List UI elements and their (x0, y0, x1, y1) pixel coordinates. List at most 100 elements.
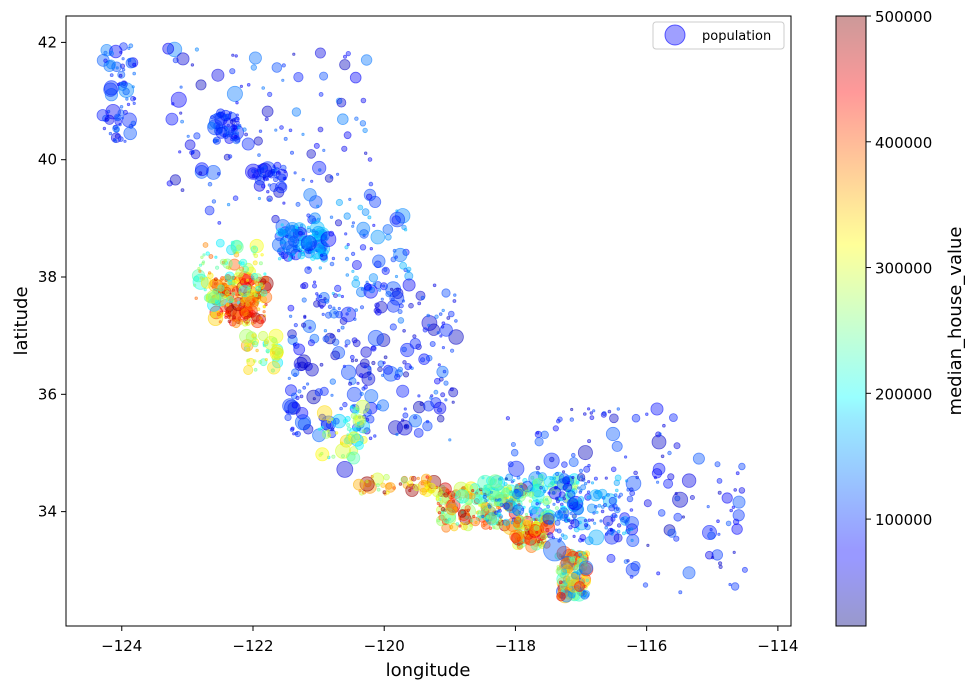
data-point (540, 430, 549, 439)
data-point (417, 301, 422, 306)
data-point (495, 521, 499, 525)
data-point (300, 322, 307, 328)
data-point (195, 79, 207, 91)
data-point (418, 353, 430, 366)
data-point (547, 491, 551, 495)
data-point (287, 257, 292, 262)
data-point (125, 97, 129, 101)
data-point (108, 131, 113, 136)
data-point (363, 282, 372, 291)
data-point (360, 287, 365, 291)
data-point (226, 295, 235, 304)
data-point (321, 430, 331, 439)
data-point (382, 490, 387, 495)
data-point (609, 413, 619, 424)
data-point (409, 337, 421, 350)
data-point (571, 475, 575, 480)
data-point (402, 278, 416, 292)
data-point (277, 257, 282, 261)
data-point (652, 462, 666, 476)
data-point (106, 109, 111, 114)
data-point (274, 128, 278, 132)
data-point (372, 282, 377, 287)
data-point (231, 319, 241, 329)
data-point (524, 538, 531, 545)
data-point (413, 415, 418, 420)
data-point (329, 261, 335, 267)
data-point (299, 394, 304, 399)
data-point (275, 168, 288, 181)
data-point (504, 477, 508, 481)
y-tick-label: 36 (38, 385, 57, 403)
data-point (573, 526, 580, 533)
data-point (449, 524, 454, 530)
data-point (642, 582, 649, 588)
data-point (265, 177, 270, 181)
data-point (294, 431, 299, 436)
data-point (255, 348, 259, 353)
data-point (515, 510, 520, 516)
data-point (392, 287, 404, 300)
data-point (345, 50, 351, 57)
data-point (291, 402, 298, 409)
data-point (193, 132, 201, 140)
data-point (236, 125, 241, 130)
data-point (382, 284, 386, 288)
data-point (404, 362, 412, 371)
data-point (236, 306, 240, 310)
data-point (579, 534, 586, 541)
data-point (546, 504, 550, 509)
data-point (437, 511, 442, 515)
data-point (326, 419, 331, 424)
data-point (283, 251, 294, 262)
data-point (714, 461, 721, 468)
data-point (440, 507, 457, 524)
data-point (586, 490, 591, 494)
data-point (586, 503, 597, 514)
data-point (235, 113, 239, 117)
data-point (284, 413, 292, 422)
data-point (235, 268, 244, 278)
data-point (316, 204, 320, 208)
data-point (317, 126, 324, 133)
data-point (246, 289, 256, 299)
data-point (382, 365, 399, 382)
data-point (118, 81, 128, 91)
data-point (490, 497, 495, 502)
data-point (610, 466, 617, 473)
data-point (210, 115, 215, 120)
data-point (608, 496, 617, 505)
data-point (287, 376, 291, 380)
data-point (202, 242, 209, 248)
data-point (549, 456, 555, 463)
data-point (535, 516, 539, 520)
data-point (371, 360, 376, 366)
data-point (401, 346, 407, 353)
data-point (270, 368, 275, 373)
data-point (689, 494, 695, 500)
data-point (321, 312, 325, 316)
data-point (121, 67, 126, 72)
data-point (382, 361, 386, 365)
data-point (662, 423, 666, 428)
data-point (291, 228, 296, 233)
data-point (623, 455, 628, 459)
data-point (425, 482, 437, 494)
data-point (375, 483, 380, 488)
data-point (125, 57, 137, 69)
data-point (371, 472, 385, 486)
data-point (126, 102, 131, 107)
data-point (631, 413, 641, 423)
data-point (346, 243, 350, 247)
data-point (600, 509, 605, 514)
data-point (293, 343, 306, 356)
data-point (346, 307, 352, 313)
data-point (512, 504, 525, 517)
data-point (257, 167, 265, 174)
data-point (359, 305, 365, 310)
data-point (171, 102, 175, 106)
data-point (203, 288, 207, 292)
data-point (117, 136, 124, 143)
data-point (190, 150, 195, 155)
y-axis-label: latitude (11, 286, 32, 355)
